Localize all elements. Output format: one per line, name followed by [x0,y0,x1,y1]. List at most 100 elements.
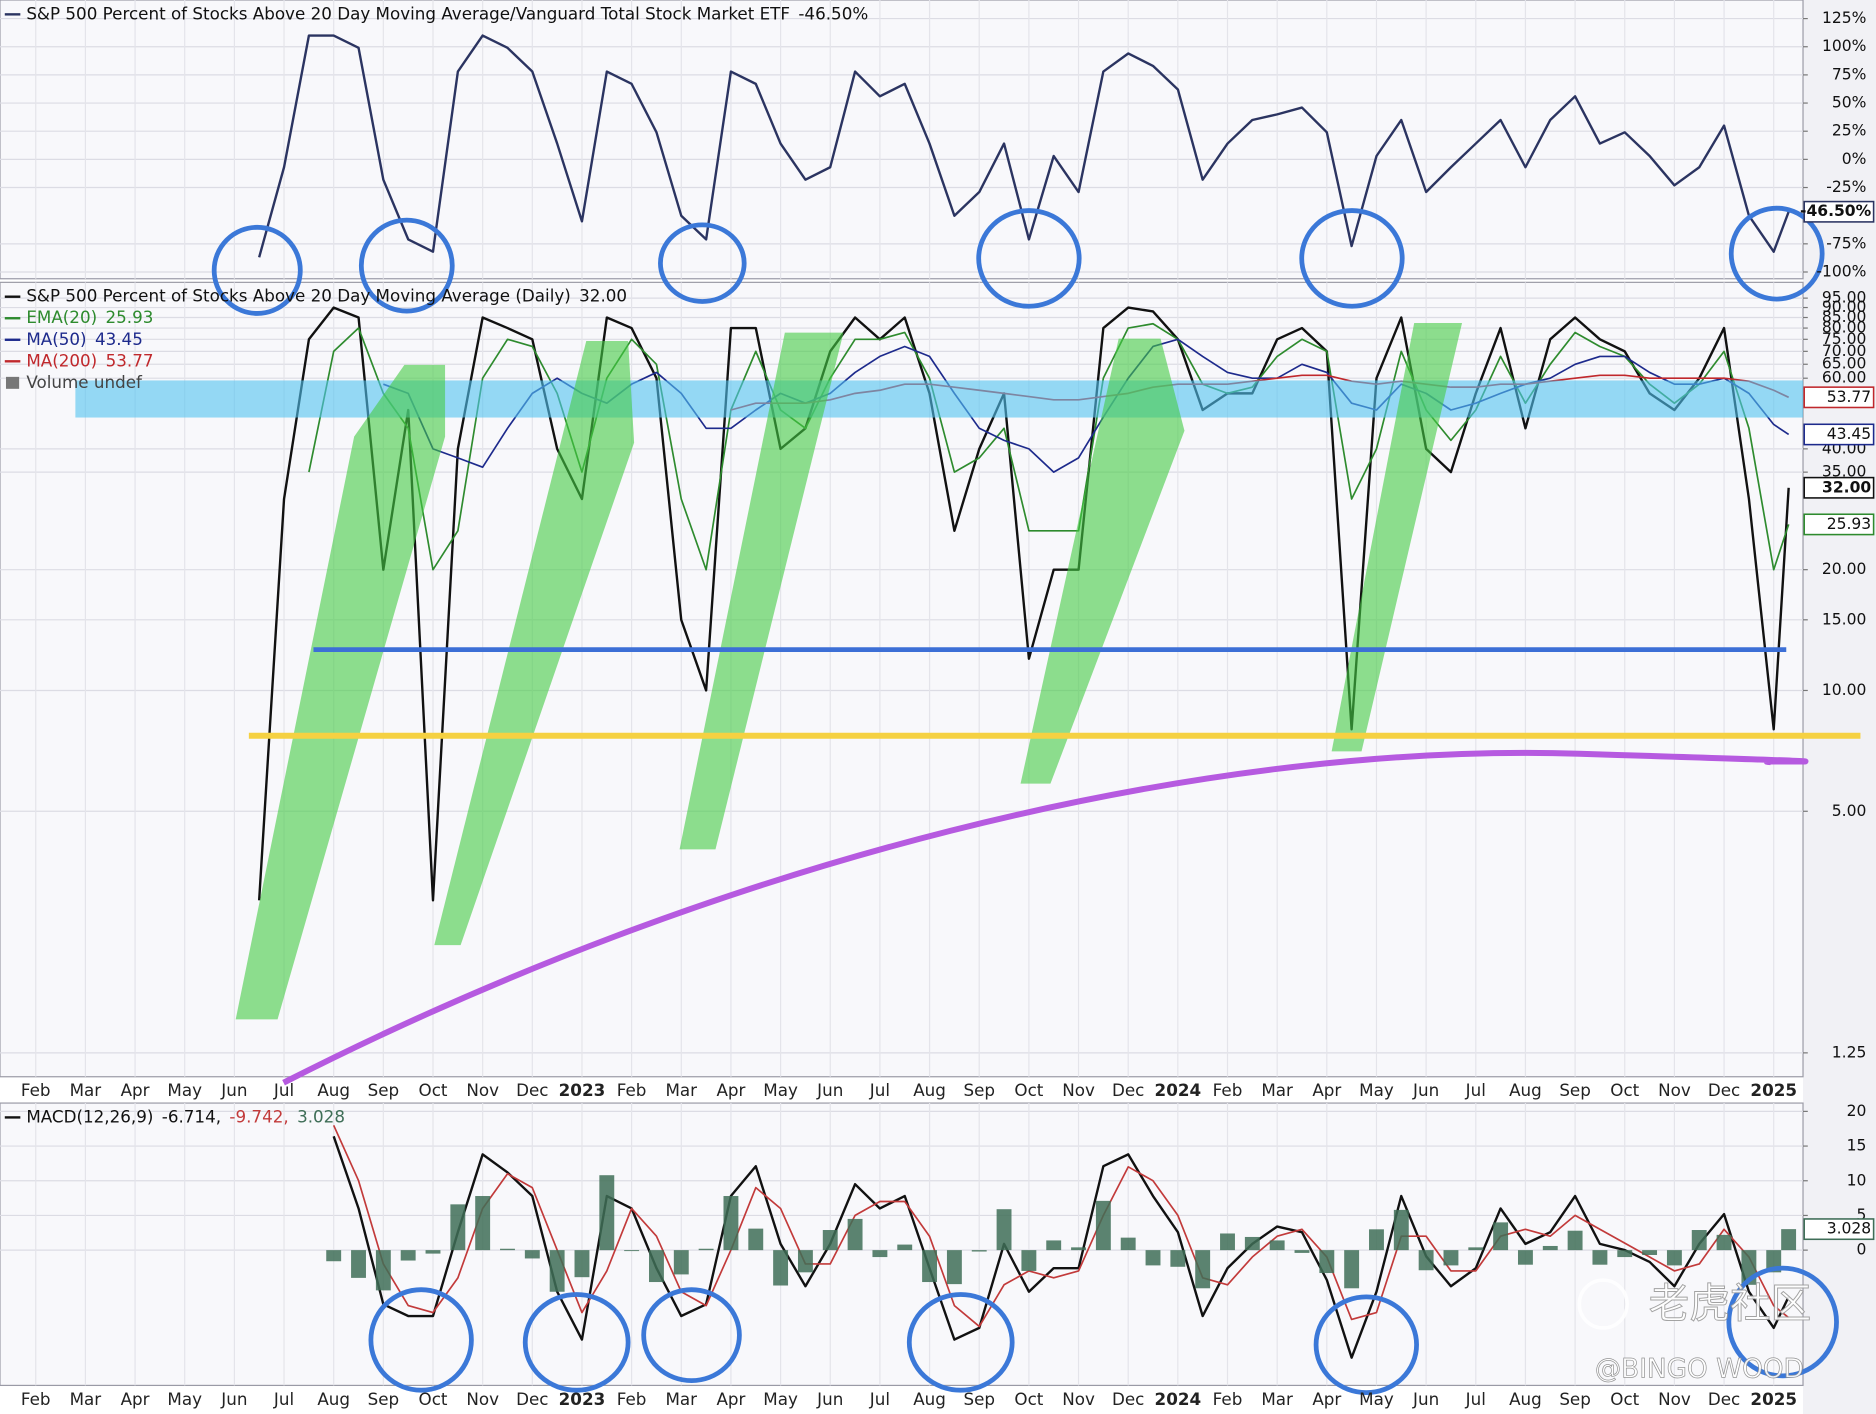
histogram-bar [1517,1250,1533,1265]
x-tick-label: Sep [368,1389,400,1409]
x-tick-label: Jun [220,1080,247,1100]
highlight-band [75,380,1804,418]
legend-label: S&P 500 Percent of Stocks Above 20 Day M… [26,3,790,23]
x-tick-label: Dec [1112,1389,1144,1409]
histogram-bar [1468,1247,1484,1251]
histogram-bar [1592,1250,1608,1265]
x-tick-label: Nov [1062,1389,1095,1409]
y-tick-label: 5 [1857,1206,1867,1224]
histogram-bar [1393,1209,1409,1251]
y-tick-label: -25% [1826,178,1866,196]
circle [906,1292,1015,1393]
histogram-bar [1294,1250,1310,1253]
histogram-bar [1095,1200,1111,1251]
x-tick-label: Apr [121,1389,150,1409]
histogram-bar [1021,1250,1037,1271]
circles [211,205,1839,1395]
x-tick-label: Oct [1610,1080,1639,1100]
y-tick-label: 70.00 [1822,342,1867,360]
y-tick-label: 20.00 [1822,560,1867,578]
histogram-bar [425,1250,441,1254]
histogram-bar [599,1175,615,1251]
watermark-brand: 老虎社区 [1649,1279,1812,1327]
y-tick-label: 15.00 [1822,610,1867,628]
annotations [75,205,1861,1395]
x-tick-label: Sep [368,1080,400,1100]
histogram-bar [971,1250,987,1252]
labels-layer: 125% 100% 75% 50% 25% 0% -25% -75% -100% S&P 500 … [4,3,1875,1409]
x-tick-label: Jun [816,1389,843,1409]
x-tick-label: Nov [1658,1080,1691,1100]
histogram-bar [698,1248,714,1251]
legend-label: MACD(12,26,9) [26,1106,153,1126]
circle [522,1292,631,1393]
value-badge [1803,1218,1875,1241]
value-badge [1803,200,1875,223]
x-tick-label: Jul [869,1389,890,1409]
x-tick-label: Aug [913,1080,946,1100]
x-tick-label: Nov [1062,1080,1095,1100]
series-line [257,306,1790,902]
y-tick-label: 75% [1832,65,1867,83]
y-tick-label: 10.00 [1822,681,1867,699]
x-tick-label: Dec [516,1080,548,1100]
histogram-bar [1567,1230,1583,1251]
x-tick-label: 2023 [559,1080,606,1100]
arrow [1020,338,1185,784]
histogram-bar [1617,1250,1633,1258]
x-tick-label: Jun [1412,1080,1439,1100]
histogram-bar [996,1209,1012,1251]
histogram-bar [574,1250,590,1278]
x-tick-label: Apr [1312,1389,1341,1409]
x-tick-label: Jun [816,1080,843,1100]
histogram-bar [847,1218,863,1251]
histogram-bar [1220,1233,1235,1251]
histogram-bar [673,1250,689,1275]
x-tick-label: Mar [665,1080,697,1100]
x-tick-label: 2024 [1155,1080,1202,1100]
circle [641,1287,742,1384]
x-tick-label: Feb [617,1389,647,1409]
x-tick-label: Nov [1658,1389,1691,1409]
series-line [332,1124,1790,1328]
x-tick-label: May [763,1389,798,1409]
value-badge-label: -46.50% [1800,202,1872,220]
histogram-bar [1046,1240,1062,1251]
legend-value: -9.742, [229,1106,288,1126]
x-tick-label: Aug [1509,1080,1542,1100]
x-tick-label: Nov [466,1080,499,1100]
x-tick-label: Aug [1509,1389,1542,1409]
histogram-bar [1195,1250,1211,1289]
circle [658,222,747,304]
y-tick-label: 75.00 [1822,330,1867,348]
histogram-bar [773,1250,789,1286]
x-tick-label: Dec [1708,1389,1740,1409]
histogram-bar [1369,1229,1384,1251]
value-badge [1803,423,1875,446]
x-tick-label: Apr [716,1080,745,1100]
x-tick-label: May [1359,1080,1394,1100]
histogram-bar [1319,1250,1335,1274]
y-tick-label: 35.00 [1822,463,1867,481]
y-tick-label: 25% [1832,122,1867,140]
x-tick-label: Feb [1213,1389,1243,1409]
y-tick-label: 1.25 [1832,1043,1867,1061]
x-tick-label: Jul [273,1080,294,1100]
y-tick-label: 0 [1857,1241,1867,1259]
x-tick-label: Feb [617,1080,647,1100]
x-tick-label: Mar [1261,1389,1293,1409]
value-badge [1803,386,1875,409]
histogram-bar [375,1250,391,1291]
x-tick-label: May [167,1389,202,1409]
histogram-bar [1244,1236,1260,1251]
histogram-bar [649,1250,664,1283]
x-tick-label: Feb [21,1080,51,1100]
x-tick-label: Feb [1213,1080,1243,1100]
y-tick-label: 20 [1847,1102,1867,1120]
legend-value: 3.028 [297,1106,345,1126]
x-tick-label: Oct [1014,1080,1043,1100]
axis-strip [1803,0,1876,1414]
